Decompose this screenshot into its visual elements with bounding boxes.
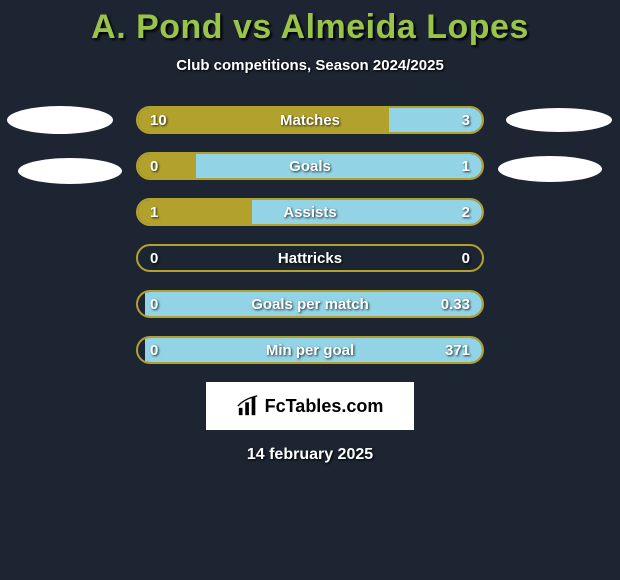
right-fill (145, 338, 482, 362)
right-value: 0 (462, 246, 470, 270)
right-fill (196, 154, 482, 178)
stat-row: 103Matches (136, 106, 484, 134)
date-text: 14 february 2025 (0, 446, 620, 464)
right-value: 371 (445, 338, 470, 362)
right-value: 2 (462, 200, 470, 224)
right-fill (145, 292, 482, 316)
right-value: 0.33 (441, 292, 470, 316)
left-value: 0 (150, 154, 158, 178)
stat-row: 12Assists (136, 198, 484, 226)
stat-row: 01Goals (136, 152, 484, 180)
oval-left-1 (7, 106, 113, 134)
left-value: 10 (150, 108, 167, 132)
oval-right-2 (498, 156, 602, 182)
stat-row: 0 0Hattricks (136, 244, 484, 272)
branding-badge: FcTables.com (206, 382, 414, 430)
bars-chart-icon (237, 395, 259, 417)
stat-label: Hattricks (138, 246, 482, 270)
left-value: 0 (150, 246, 158, 270)
left-value: 0 (150, 338, 158, 362)
right-value: 3 (462, 108, 470, 132)
stat-row: 00.33Goals per match (136, 290, 484, 318)
stat-row: 0371Min per goal (136, 336, 484, 364)
left-fill (138, 154, 196, 178)
left-fill (138, 108, 389, 132)
left-value: 0 (150, 292, 158, 316)
page-title: A. Pond vs Almeida Lopes (0, 0, 620, 47)
branding-text: FcTables.com (265, 396, 384, 417)
left-value: 1 (150, 200, 158, 224)
page-subtitle: Club competitions, Season 2024/2025 (0, 57, 620, 74)
oval-right-1 (506, 108, 612, 132)
comparison-chart: 103Matches01Goals12Assists00Hattricks00.… (0, 106, 620, 364)
oval-left-2 (18, 158, 122, 184)
right-value: 1 (462, 154, 470, 178)
right-fill (252, 200, 482, 224)
